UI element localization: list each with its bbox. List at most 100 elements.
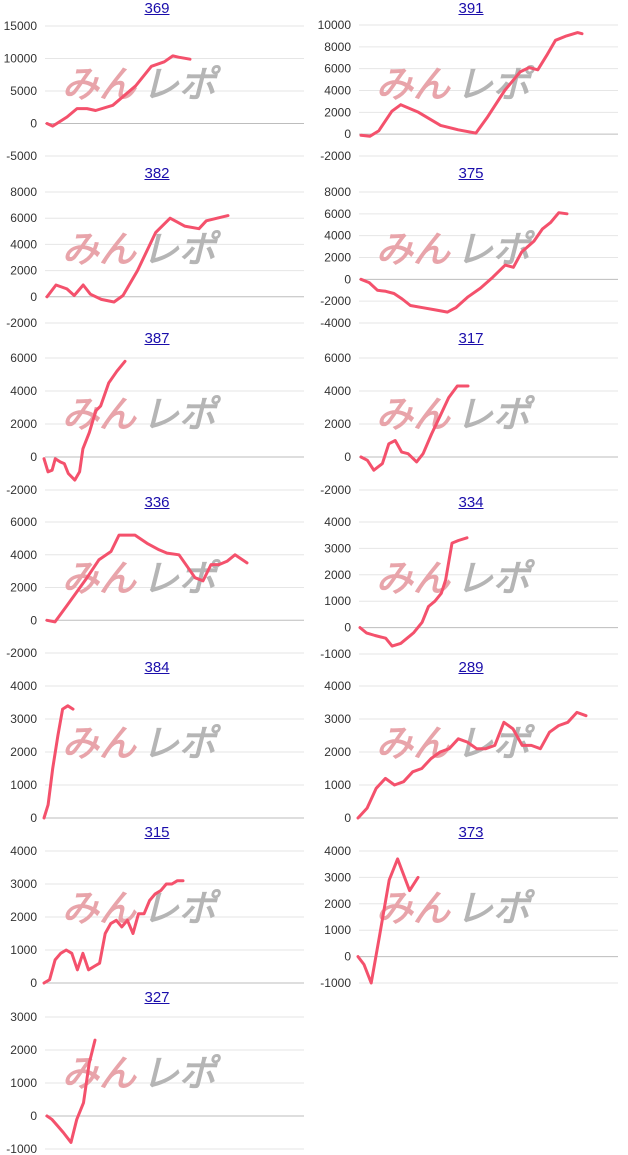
- y-tick-label: 2000: [324, 417, 351, 431]
- y-tick-label: 2000: [10, 1043, 37, 1057]
- machine-number-link[interactable]: 289: [458, 659, 484, 677]
- machine-number-link[interactable]: 387: [144, 329, 170, 347]
- y-tick-label: -1000: [6, 1142, 37, 1155]
- series-line: [45, 533, 249, 624]
- line-chart: -4000 -2000 0 2000 4000 6000 8000 みん レポ: [320, 185, 618, 330]
- chart-title: 317: [314, 330, 628, 348]
- y-tick-label: 1000: [10, 778, 37, 792]
- y-tick-label: -2000: [320, 483, 351, 497]
- line-chart: -1000 0 1000 2000 3000 4000 みん レポ: [320, 844, 618, 990]
- watermark-part1: みん: [376, 557, 451, 600]
- y-tick-label: 1000: [324, 923, 351, 937]
- chart-panel: 289 0 1000 2000 3000 4000 みん レポ: [314, 659, 628, 825]
- machine-number-link[interactable]: 336: [144, 494, 170, 512]
- line-chart: -2000 0 2000 4000 6000 みん レポ: [6, 515, 304, 660]
- watermark-part1: みん: [376, 393, 451, 436]
- watermark-part2: レポ: [142, 722, 222, 765]
- watermark-logo: みん レポ: [62, 887, 222, 930]
- chart-panel: 327 -1000 0 1000 2000 3000 みん レポ: [0, 988, 314, 1155]
- y-tick-label: 3000: [324, 712, 351, 726]
- line-chart: -2000 0 2000 4000 6000 8000 10000 みん レポ: [318, 18, 618, 163]
- chart-panel: 387 -2000 0 2000 4000 6000 みん レポ: [0, 330, 314, 497]
- chart-panel: 375 -4000 -2000 0 2000 4000 6000 8000 みん レポ: [314, 165, 628, 330]
- watermark-part1: みん: [376, 228, 451, 271]
- machine-number-link[interactable]: 327: [144, 988, 170, 1006]
- y-tick-label: -2000: [320, 149, 351, 163]
- y-tick-label: 3000: [324, 870, 351, 884]
- line-chart: -1000 0 1000 2000 3000 みん レポ: [6, 1010, 304, 1155]
- y-tick-label: 0: [30, 117, 37, 131]
- machine-number-link[interactable]: 375: [458, 164, 484, 182]
- y-tick-label: 3000: [10, 1010, 37, 1024]
- watermark-logo: みん レポ: [376, 63, 536, 106]
- machine-number-link[interactable]: 373: [458, 824, 484, 841]
- watermark-logo: みん レポ: [376, 393, 536, 436]
- y-tick-label: -2000: [6, 646, 37, 660]
- y-tick-label: 3000: [10, 877, 37, 891]
- machine-number-link[interactable]: 384: [144, 659, 170, 677]
- y-tick-label: 4000: [10, 548, 37, 562]
- y-tick-label: 8000: [10, 185, 37, 199]
- y-tick-label: 2000: [324, 745, 351, 759]
- y-tick-label: 2000: [324, 105, 351, 119]
- machine-number-link[interactable]: 317: [458, 329, 484, 347]
- y-tick-label: 2000: [10, 263, 37, 277]
- watermark-part1: みん: [62, 228, 137, 271]
- series-line: [42, 704, 75, 820]
- watermark-logo: みん レポ: [62, 393, 222, 436]
- y-tick-label: 2000: [324, 568, 351, 582]
- machine-number-link[interactable]: 334: [458, 494, 484, 512]
- watermark-part1: みん: [62, 557, 137, 600]
- chart-title: 289: [314, 659, 628, 677]
- y-tick-label: 5000: [10, 84, 37, 98]
- machine-number-link[interactable]: 391: [458, 0, 484, 17]
- y-tick-label: 1000: [324, 595, 351, 609]
- chart-title: 387: [0, 330, 314, 348]
- watermark-part2: レポ: [456, 557, 536, 600]
- y-tick-label: 2000: [10, 745, 37, 759]
- watermark-part1: みん: [62, 1052, 137, 1095]
- y-tick-label: -2000: [320, 294, 351, 308]
- machine-number-link[interactable]: 382: [144, 164, 170, 182]
- y-tick-label: -2000: [6, 316, 37, 330]
- y-tick-label: 15000: [4, 19, 38, 33]
- watermark-part1: みん: [62, 722, 137, 765]
- y-tick-label: 0: [30, 614, 37, 628]
- watermark-logo: みん レポ: [62, 1052, 222, 1095]
- y-tick-label: 2000: [10, 417, 37, 431]
- y-tick-label: 4000: [10, 679, 37, 693]
- y-tick-label: 1000: [10, 1076, 37, 1090]
- y-tick-label: 4000: [10, 237, 37, 251]
- machine-number-link[interactable]: 369: [144, 0, 170, 17]
- chart-title: 384: [0, 659, 314, 677]
- line-chart: -2000 0 2000 4000 6000 みん レポ: [320, 351, 618, 497]
- chart-panel: 315 0 1000 2000 3000 4000 みん レポ: [0, 824, 314, 990]
- series-line: [359, 384, 470, 472]
- watermark-part2: レポ: [456, 393, 536, 436]
- line-chart: -2000 0 2000 4000 6000 みん レポ: [6, 351, 304, 497]
- watermark-part2: レポ: [142, 63, 222, 106]
- y-tick-label: -5000: [6, 149, 37, 163]
- y-tick-label: 4000: [324, 844, 351, 858]
- y-tick-label: 6000: [324, 62, 351, 76]
- y-tick-label: 10000: [318, 18, 352, 32]
- watermark-part2: レポ: [142, 557, 222, 600]
- chart-panel: 382 -2000 0 2000 4000 6000 8000 みん レポ: [0, 165, 314, 330]
- chart-panel: 336 -2000 0 2000 4000 6000 みん レポ: [0, 494, 314, 660]
- y-tick-label: 2000: [10, 910, 37, 924]
- y-tick-label: 0: [344, 450, 351, 464]
- y-tick-label: 0: [344, 621, 351, 635]
- machine-number-link[interactable]: 315: [144, 824, 170, 841]
- watermark-part2: レポ: [142, 1052, 222, 1095]
- series-line: [42, 359, 127, 482]
- line-chart: -1000 0 1000 2000 3000 4000 みん レポ: [320, 515, 618, 661]
- y-tick-label: 4000: [324, 679, 351, 693]
- watermark-logo: みん レポ: [376, 557, 536, 600]
- watermark-logo: みん レポ: [62, 722, 222, 765]
- series-line: [359, 210, 569, 314]
- chart-title: 382: [0, 165, 314, 183]
